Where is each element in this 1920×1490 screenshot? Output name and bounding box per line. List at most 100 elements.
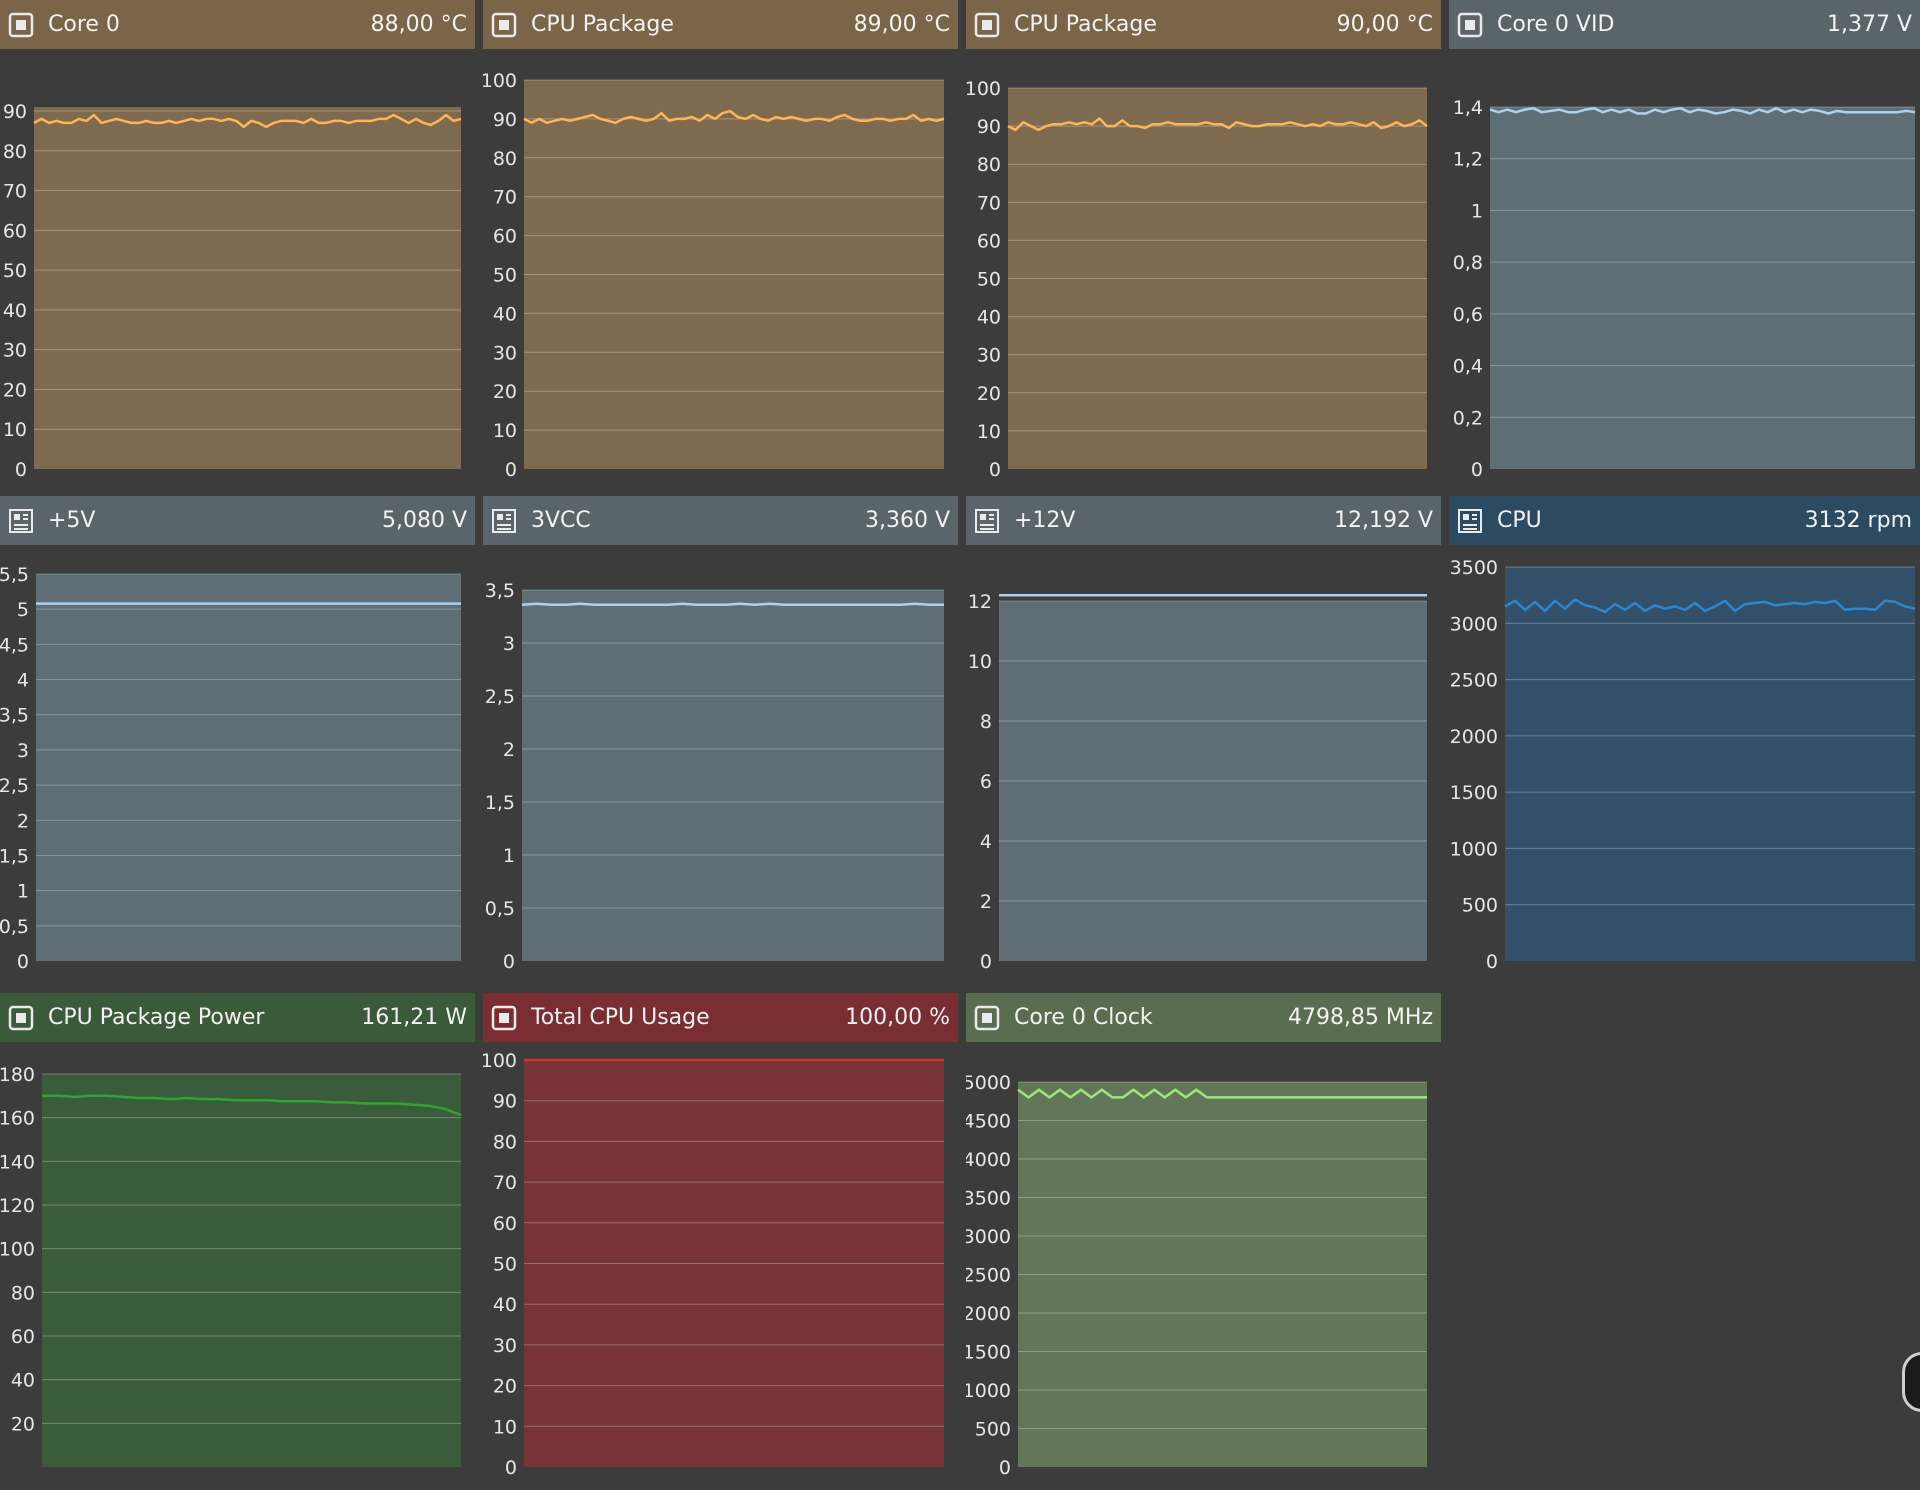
y-tick-label: 1500 [1450,782,1498,804]
panel-title: CPU [1497,508,1805,533]
y-tick-label: 0,5 [0,916,29,938]
y-tick-label: 40 [3,300,27,322]
panel-title: Total CPU Usage [531,1005,845,1030]
y-tick-label: 40 [11,1370,35,1392]
y-tick-label: 0 [999,1457,1011,1479]
y-tick-label: 90 [977,116,1001,138]
y-tick-label: 500 [975,1419,1011,1441]
y-tick-label: 2 [980,891,992,913]
panel-value: 12,192 V [1334,508,1433,533]
panel-value: 3132 rpm [1805,508,1912,533]
y-tick-label: 1,5 [0,845,29,867]
y-tick-label: 20 [493,381,517,403]
y-tick-label: 80 [977,154,1001,176]
y-tick-label: 2,5 [0,775,29,797]
panel-title: CPU Package Power [48,1005,361,1030]
y-tick-label: 3,5 [485,580,515,602]
y-tick-label: 60 [977,230,1001,252]
cpu-chip-icon [1457,12,1483,38]
series-line [522,604,944,605]
panel-value: 100,00 % [845,1005,950,1030]
y-tick-label: 10 [968,651,992,673]
y-tick-label: 30 [493,342,517,364]
y-tick-label: 60 [11,1326,35,1348]
y-tick-label: 90 [493,109,517,131]
y-tick-label: 140 [0,1151,35,1173]
y-tick-label: 2 [503,739,515,761]
y-tick-label: 100 [0,1239,35,1261]
panel-value: 88,00 °C [371,12,467,37]
y-tick-label: 2000 [966,1303,1011,1325]
y-tick-label: 3,5 [0,705,29,727]
y-tick-label: 30 [977,345,1001,367]
sensor-chart: 00,511,522,533,5 [483,545,958,993]
y-tick-label: 1 [503,845,515,867]
y-tick-label: 40 [493,1294,517,1316]
y-tick-label: 180 [0,1064,35,1086]
y-tick-label: 2500 [1450,670,1498,692]
y-tick-label: 80 [3,141,27,163]
cpu-chip-icon [491,1005,517,1031]
y-tick-label: 1 [1471,200,1483,222]
y-tick-label: 3500 [966,1188,1011,1210]
y-tick-label: 1,5 [485,792,515,814]
y-tick-label: 4 [17,670,29,692]
y-tick-label: 10 [3,419,27,441]
y-tick-label: 3 [503,633,515,655]
cpu-chip-icon [8,1005,34,1031]
y-tick-label: 0 [505,459,517,481]
y-tick-label: 4500 [966,1111,1011,1133]
y-tick-label: 0,2 [1453,407,1483,429]
motherboard-icon [491,508,517,534]
y-tick-label: 5 [17,599,29,621]
panel-value: 89,00 °C [854,12,950,37]
y-tick-label: 0 [505,1457,517,1479]
y-tick-label: 20 [11,1413,35,1435]
y-tick-label: 0 [989,459,1001,481]
y-tick-label: 90 [3,101,27,123]
y-tick-label: 80 [493,148,517,170]
y-tick-label: 1000 [966,1380,1011,1402]
y-tick-label: 30 [493,1335,517,1357]
y-tick-label: 4,5 [0,634,29,656]
motherboard-icon [1457,508,1483,534]
y-tick-label: 10 [493,420,517,442]
scroll-handle[interactable] [1902,1352,1920,1412]
y-tick-label: 1500 [966,1342,1011,1364]
y-tick-label: 0 [503,951,515,973]
y-tick-label: 0,6 [1453,304,1483,326]
y-tick-label: 2000 [1450,726,1498,748]
y-tick-label: 40 [493,303,517,325]
y-tick-label: 6 [980,771,992,793]
cpu-chip-icon [974,12,1000,38]
panel-value: 3,360 V [865,508,950,533]
sensor-chart: 00,511,522,533,544,555,5 [0,545,475,993]
y-tick-label: 0 [980,951,992,973]
